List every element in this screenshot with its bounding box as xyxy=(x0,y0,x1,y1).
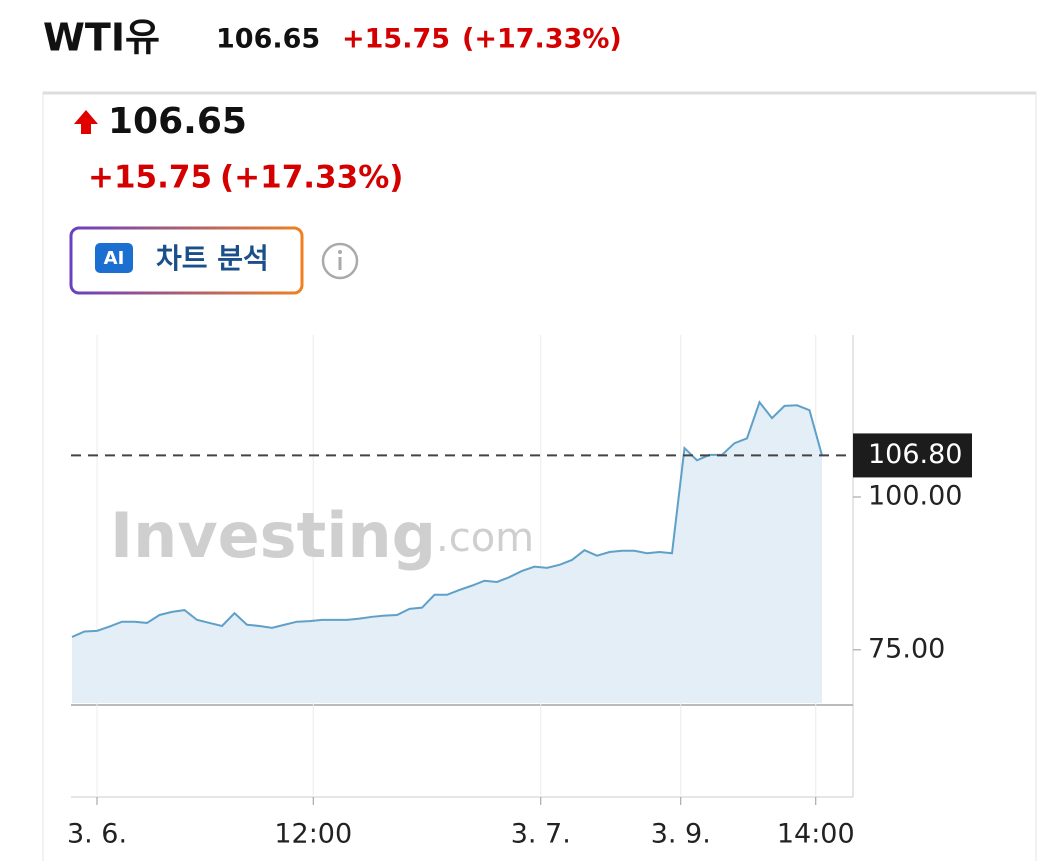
x-tick-label: 3. 6. xyxy=(67,819,127,850)
last-price-box xyxy=(853,433,972,478)
x-tick-label: 3. 7. xyxy=(511,819,571,850)
ai-icon-text: AI xyxy=(104,248,125,269)
card xyxy=(42,91,1037,865)
quote-change-pct: (+17.33%) xyxy=(220,160,403,196)
last-price-label: 106.80 xyxy=(868,439,962,470)
watermark: Investing.com xyxy=(110,499,534,572)
up-arrow xyxy=(74,110,98,134)
button-label: 차트 분석 xyxy=(156,242,269,275)
x-tick-label: 12:00 xyxy=(274,819,352,850)
header-change: +15.75 xyxy=(342,24,450,55)
info-dot xyxy=(338,250,342,254)
watermark-main: Investing xyxy=(110,499,436,572)
area-fill xyxy=(72,402,822,703)
instrument-name: WTI유 xyxy=(43,16,160,60)
header-price: 106.65 xyxy=(216,24,320,55)
header-bar xyxy=(43,0,1036,92)
quote-price: 106.65 xyxy=(108,101,247,142)
x-tick-label: 3. 9. xyxy=(651,819,711,850)
y-tick-label: 100.00 xyxy=(868,480,962,511)
y-tick-label: 75.00 xyxy=(868,633,945,664)
x-tick-label: 14:00 xyxy=(777,819,855,850)
ai-icon xyxy=(95,243,133,273)
price-line xyxy=(71,400,823,638)
quote-change: +15.75 xyxy=(88,160,212,196)
info-icon[interactable] xyxy=(321,242,359,280)
header-change-pct: (+17.33%) xyxy=(462,24,622,55)
watermark-suffix: .com xyxy=(436,515,534,561)
